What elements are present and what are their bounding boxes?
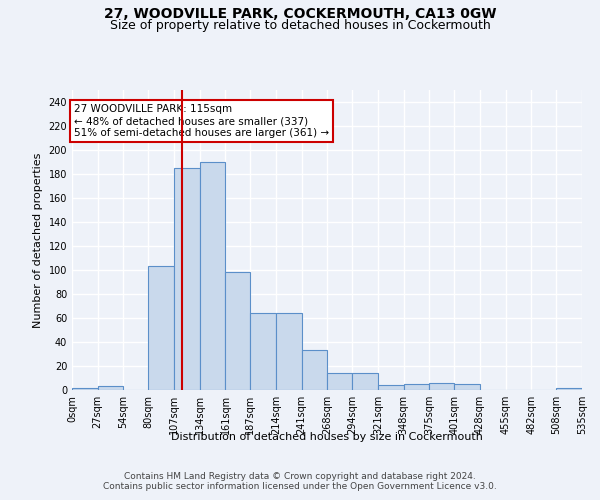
Y-axis label: Number of detached properties: Number of detached properties bbox=[33, 152, 43, 328]
Text: Contains public sector information licensed under the Open Government Licence v3: Contains public sector information licen… bbox=[103, 482, 497, 491]
Bar bbox=[454, 384, 480, 390]
Bar bbox=[556, 388, 582, 390]
Bar bbox=[430, 383, 454, 390]
Bar bbox=[200, 162, 226, 390]
Bar bbox=[72, 388, 98, 390]
Bar bbox=[174, 168, 200, 390]
Bar bbox=[378, 385, 404, 390]
Text: 27, WOODVILLE PARK, COCKERMOUTH, CA13 0GW: 27, WOODVILLE PARK, COCKERMOUTH, CA13 0G… bbox=[104, 8, 496, 22]
Text: 27 WOODVILLE PARK: 115sqm
← 48% of detached houses are smaller (337)
51% of semi: 27 WOODVILLE PARK: 115sqm ← 48% of detac… bbox=[74, 104, 329, 138]
Text: Distribution of detached houses by size in Cockermouth: Distribution of detached houses by size … bbox=[171, 432, 483, 442]
Bar bbox=[250, 313, 276, 390]
Text: Contains HM Land Registry data © Crown copyright and database right 2024.: Contains HM Land Registry data © Crown c… bbox=[124, 472, 476, 481]
Bar bbox=[328, 373, 352, 390]
Bar bbox=[148, 266, 174, 390]
Bar bbox=[352, 373, 378, 390]
Bar bbox=[302, 350, 328, 390]
Bar bbox=[98, 386, 124, 390]
Text: Size of property relative to detached houses in Cockermouth: Size of property relative to detached ho… bbox=[110, 19, 490, 32]
Bar bbox=[276, 313, 302, 390]
Bar bbox=[404, 384, 430, 390]
Bar bbox=[226, 272, 250, 390]
